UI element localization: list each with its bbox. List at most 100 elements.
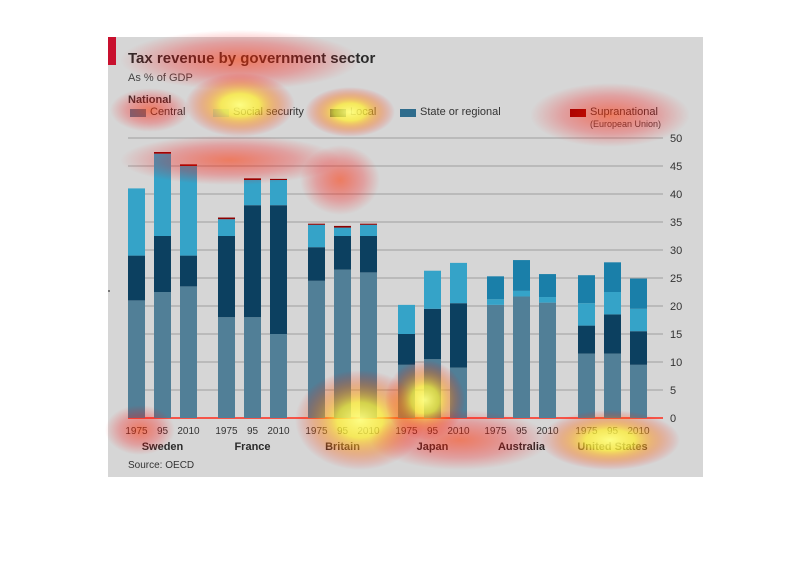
bar-segment-local xyxy=(180,255,197,287)
x-tick-year: 95 xyxy=(247,426,259,437)
bar-segment-social-security xyxy=(630,308,647,332)
bar-segment-social-security xyxy=(578,303,595,326)
bar-segment-supranational xyxy=(244,178,261,180)
plot-area: 0 5 10 15 20 25 30 35 40 45 50 1975 95 2010 Sweden 1975… xyxy=(125,133,682,453)
bar-segment-social-security xyxy=(154,153,171,236)
y-tick-label: 25 xyxy=(670,273,682,285)
bar-segment-local xyxy=(424,308,441,360)
x-group-label: Australia xyxy=(498,441,546,453)
x-tick-year: 1975 xyxy=(484,426,507,437)
y-tick-label: 50 xyxy=(670,133,682,145)
bar-segment-local xyxy=(604,314,621,354)
bar-segment-state-or-regional xyxy=(487,276,504,300)
bar-segment-central xyxy=(218,317,235,418)
bar-segment-central xyxy=(424,359,441,418)
x-tick-year: 2010 xyxy=(177,426,200,437)
bar-segment-state-or-regional xyxy=(578,275,595,304)
bar-segment-social-security xyxy=(128,188,145,256)
bar-segment-central xyxy=(154,292,171,418)
bar-segment-social-security xyxy=(487,299,504,305)
legend-label-state-or-regional: State or regional xyxy=(420,106,501,118)
bar-segment-social-security xyxy=(424,270,441,309)
bar-segment-state-or-regional xyxy=(513,260,530,291)
bar-segment-social-security xyxy=(450,262,467,304)
bar-segment-local xyxy=(270,205,287,334)
bar-segment-central xyxy=(244,317,261,418)
x-tick-year: 1975 xyxy=(575,426,598,437)
bar-segment-local xyxy=(630,331,647,365)
bar-segment-supranational xyxy=(334,225,351,228)
bar-segment-central xyxy=(630,364,647,418)
x-tick-year: 95 xyxy=(427,426,439,437)
x-tick-year: 95 xyxy=(337,426,349,437)
bar-segment-central xyxy=(578,353,595,418)
source-note: Source: OECD xyxy=(128,460,195,471)
x-tick-year: 95 xyxy=(157,426,169,437)
bar-segment-social-security xyxy=(513,290,530,297)
bar-segment-social-security xyxy=(398,304,415,334)
stray-mark xyxy=(108,290,110,292)
bar-segment-central xyxy=(270,334,287,418)
y-tick-label: 20 xyxy=(670,301,682,313)
bar-segment-central xyxy=(398,364,415,418)
bar-segment-social-security xyxy=(244,180,261,206)
bar-segment-central xyxy=(450,367,467,418)
brand-tag xyxy=(108,37,116,65)
x-tick-year: 2010 xyxy=(447,426,470,437)
bar-segment-supranational xyxy=(270,178,287,180)
bar-segment-supranational xyxy=(154,152,171,154)
bar-segment-central xyxy=(308,280,325,418)
bar-segment-supranational xyxy=(360,223,377,225)
bar-segment-central xyxy=(180,286,197,418)
bar-segment-social-security xyxy=(604,292,621,315)
y-tick-label: 40 xyxy=(670,189,682,201)
bar-segment-social-security xyxy=(180,166,197,256)
y-tick-label: 45 xyxy=(670,161,682,173)
x-tick-year: 95 xyxy=(516,426,528,437)
bar-segment-supranational xyxy=(308,223,325,225)
y-tick-label: 15 xyxy=(670,329,682,341)
x-tick-year: 2010 xyxy=(267,426,290,437)
bar-segment-local xyxy=(360,236,377,273)
bar-segment-local xyxy=(398,334,415,365)
legend-swatch-state-or-regional xyxy=(400,109,416,117)
x-group-label: Japan xyxy=(417,441,449,453)
bar-segment-central xyxy=(128,300,145,418)
bar-segment-local xyxy=(450,303,467,368)
x-tick-year: 2010 xyxy=(357,426,380,437)
bar-segment-state-or-regional xyxy=(630,278,647,309)
x-tick-year: 95 xyxy=(607,426,619,437)
bar-segment-local xyxy=(128,255,145,301)
x-group-label: Britain xyxy=(325,441,360,453)
bar-segment-central xyxy=(513,296,530,418)
x-group-label: Sweden xyxy=(142,441,184,453)
chart-frame: Tax revenue by government sector As % of… xyxy=(108,37,703,477)
bar-segment-central xyxy=(334,269,351,418)
y-tick-label: 35 xyxy=(670,217,682,229)
bar-segment-social-security xyxy=(270,180,287,206)
x-group-label: United States xyxy=(577,441,647,453)
bar-segment-supranational xyxy=(180,164,197,166)
x-tick-year: 1975 xyxy=(305,426,328,437)
y-tick-label: 0 xyxy=(670,413,676,425)
y-tick-label: 5 xyxy=(670,385,676,397)
x-tick-year: 1975 xyxy=(125,426,148,437)
bar-segment-supranational xyxy=(218,217,235,220)
x-tick-year: 1975 xyxy=(395,426,418,437)
bar-segment-state-or-regional xyxy=(604,262,621,292)
bar-segment-local xyxy=(244,205,261,318)
bar-segment-local xyxy=(154,236,171,292)
bar-segment-central xyxy=(360,272,377,418)
x-tick-year: 2010 xyxy=(536,426,559,437)
bar-segment-local xyxy=(334,236,351,270)
bar-segment-state-or-regional xyxy=(539,274,556,298)
y-tick-label: 30 xyxy=(670,245,682,257)
bar-segment-local xyxy=(578,325,595,354)
bar-segment-central xyxy=(487,304,504,418)
bar-segment-central xyxy=(604,353,621,418)
x-tick-year: 1975 xyxy=(215,426,238,437)
bar-segment-social-security xyxy=(334,227,351,236)
bar-segment-central xyxy=(539,302,556,418)
bar-segment-local xyxy=(218,236,235,318)
bar-segment-social-security xyxy=(360,224,377,236)
